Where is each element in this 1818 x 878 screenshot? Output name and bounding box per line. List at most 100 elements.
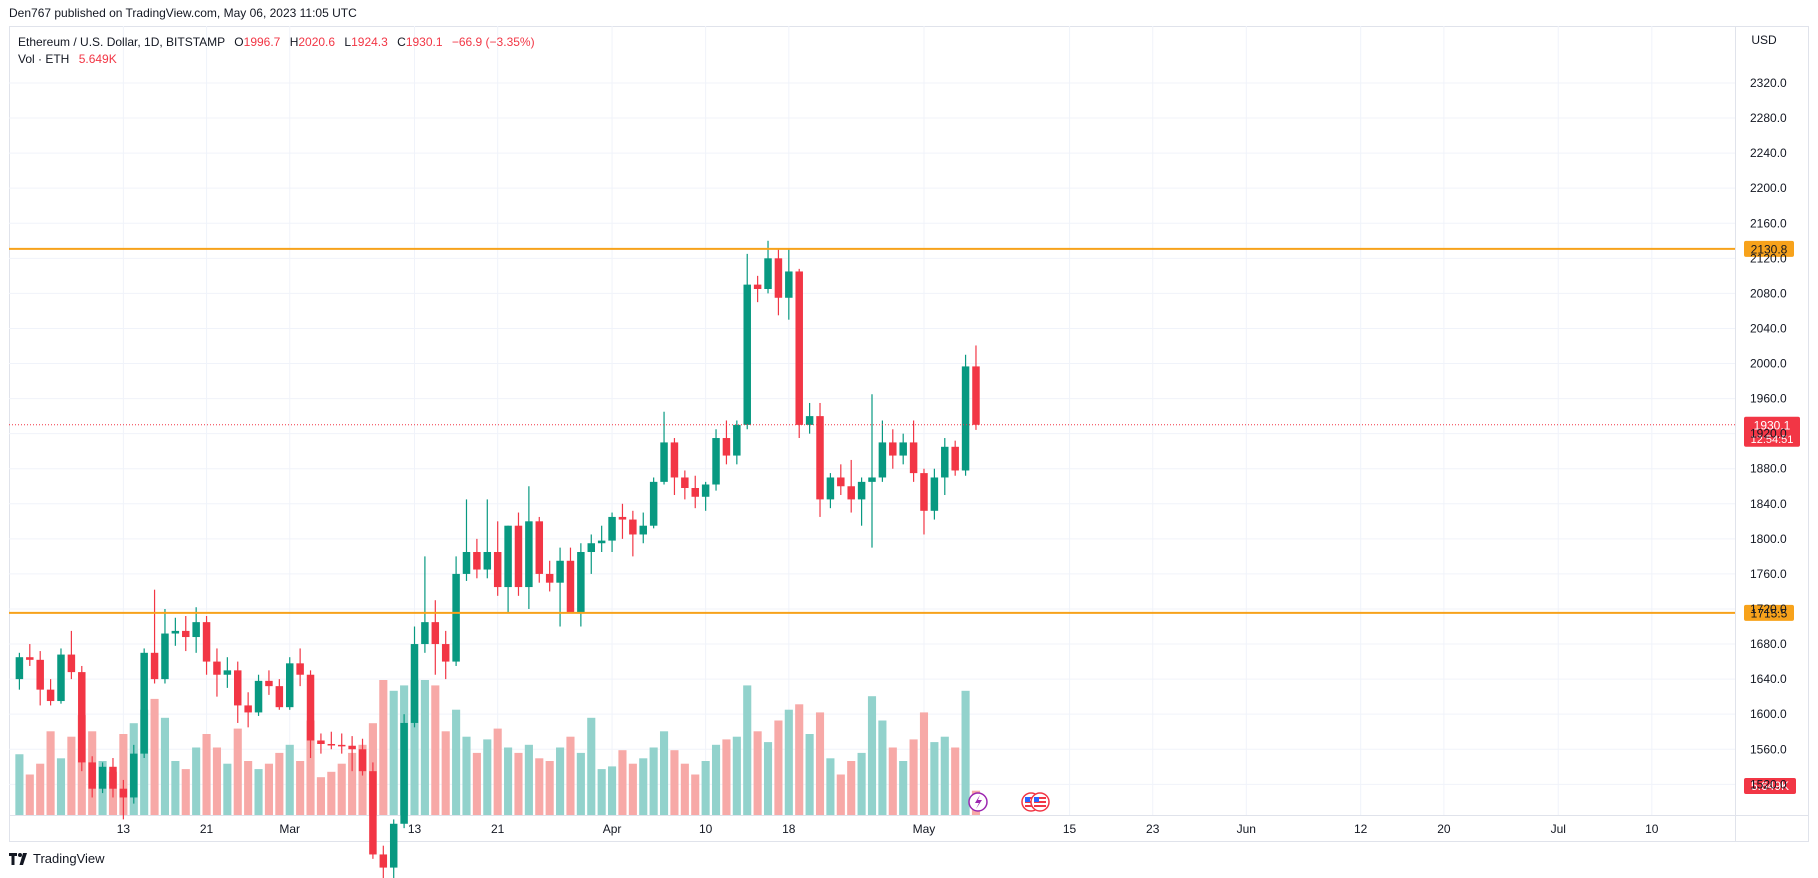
horizontal-levels[interactable]: 2130.8 1715.5 (9, 240, 1794, 621)
time-axis[interactable]: 13 21 Mar 13 21 Apr 10 18 May 15 23 Jun 12 20 Jul 10 (117, 822, 1659, 836)
candle-body (452, 573, 460, 662)
volume-bar (836, 774, 845, 815)
candle-body (920, 473, 928, 511)
candle-body (722, 438, 731, 456)
event-markers[interactable] (968, 792, 1050, 812)
price-tick-label: 1800.0 (1750, 532, 1787, 546)
high-value: 2020.6 (298, 35, 336, 49)
candles (15, 240, 980, 878)
volume-bar (618, 750, 627, 815)
candle-body (660, 442, 668, 482)
volume-tag-label: 5.649K (1751, 779, 1789, 793)
candle-body (837, 477, 845, 487)
volume-label: Vol · ETH (18, 52, 70, 66)
flag-stripe (1025, 797, 1037, 799)
volume-bar (545, 761, 554, 815)
volume-bar (275, 752, 284, 815)
candle-body (36, 659, 44, 690)
candle-body (67, 654, 76, 673)
candle-body (441, 644, 450, 662)
volume-bar (940, 736, 949, 815)
candle-body (265, 680, 273, 687)
price-tick-label: 1560.0 (1750, 742, 1787, 756)
candle-body (389, 823, 398, 868)
volume-bar (753, 731, 762, 815)
candle-body (909, 442, 918, 474)
volume-bar (233, 728, 242, 815)
candle-body (119, 788, 128, 798)
candle-body (109, 766, 117, 789)
volume-bar (504, 747, 513, 815)
volume-bar (483, 739, 492, 815)
price-tick-label: 1520.0 (1750, 777, 1787, 791)
candle-body (150, 652, 159, 680)
footer-brand[interactable]: TradingView (9, 851, 105, 866)
volume-bar (181, 769, 190, 815)
time-tick-label: 23 (1146, 822, 1160, 836)
price-tick-label: 1840.0 (1750, 497, 1787, 511)
close-value: 1930.1 (405, 35, 443, 49)
volume-bar (171, 761, 180, 815)
candle-body (337, 744, 346, 747)
candle-body (473, 552, 481, 570)
candle-body (795, 271, 803, 425)
volume-bar (649, 747, 658, 815)
candle-body (57, 654, 65, 702)
price-axis[interactable]: USD1520.01560.01600.01640.01680.01720.01… (1750, 33, 1787, 791)
candle-body (140, 652, 148, 754)
candle-body (764, 258, 772, 289)
volume-bar (784, 709, 793, 815)
candle-body (930, 477, 939, 511)
price-tick-label: 1720.0 (1750, 602, 1787, 616)
low-value: 1924.3 (351, 35, 388, 49)
candle-body (545, 573, 554, 583)
candle-body (816, 416, 824, 500)
close-label: C (397, 35, 406, 49)
candle-body (681, 477, 689, 489)
volume-bar (576, 752, 585, 815)
candle-body (774, 258, 783, 298)
volume-tag (1744, 778, 1796, 794)
volume-bar (462, 736, 471, 815)
volume-bar (805, 734, 814, 815)
open-label: O (234, 35, 244, 49)
time-tick-label: Jun (1237, 822, 1256, 836)
price-tick-label: 1640.0 (1750, 672, 1787, 686)
candle-body (275, 686, 284, 708)
candle-body (493, 552, 502, 588)
price-tick-label: 2040.0 (1750, 321, 1787, 335)
level-tag-label: 2130.8 (1751, 242, 1788, 256)
candle-body (348, 745, 356, 750)
volume-bar (327, 771, 336, 815)
price-tick-label: 1880.0 (1750, 462, 1787, 476)
volume-bar (264, 763, 273, 815)
volume-bar (639, 758, 648, 815)
time-tick-label: 10 (1645, 822, 1659, 836)
volume-bar (701, 761, 710, 815)
price-tick-label: 1680.0 (1750, 637, 1787, 651)
volume-bar (535, 758, 544, 815)
volume-bar (899, 761, 908, 815)
volume-bar (795, 704, 804, 815)
candle-body (462, 552, 471, 574)
price-tick-label: 1920.0 (1750, 427, 1787, 441)
volume-bar (25, 774, 34, 815)
volume-bar (659, 731, 669, 815)
volume-bar (732, 736, 741, 815)
volume-bar (410, 680, 419, 815)
candle-body (514, 525, 523, 588)
candle-body (951, 446, 959, 471)
time-tick-label: 10 (699, 822, 713, 836)
volume-bar (441, 731, 450, 815)
last-price-line: 1930.1 12:54:51 5.649K (9, 416, 1800, 794)
level-tag (1744, 604, 1794, 621)
price-tick-label: 2120.0 (1750, 251, 1787, 265)
volume-bar (223, 763, 232, 815)
volume-bar (46, 731, 55, 815)
volume-bar (244, 761, 253, 815)
time-tick-label: 21 (200, 822, 214, 836)
volume-bar (909, 739, 918, 815)
volume-bar (431, 685, 440, 815)
volume-bar (140, 709, 149, 815)
